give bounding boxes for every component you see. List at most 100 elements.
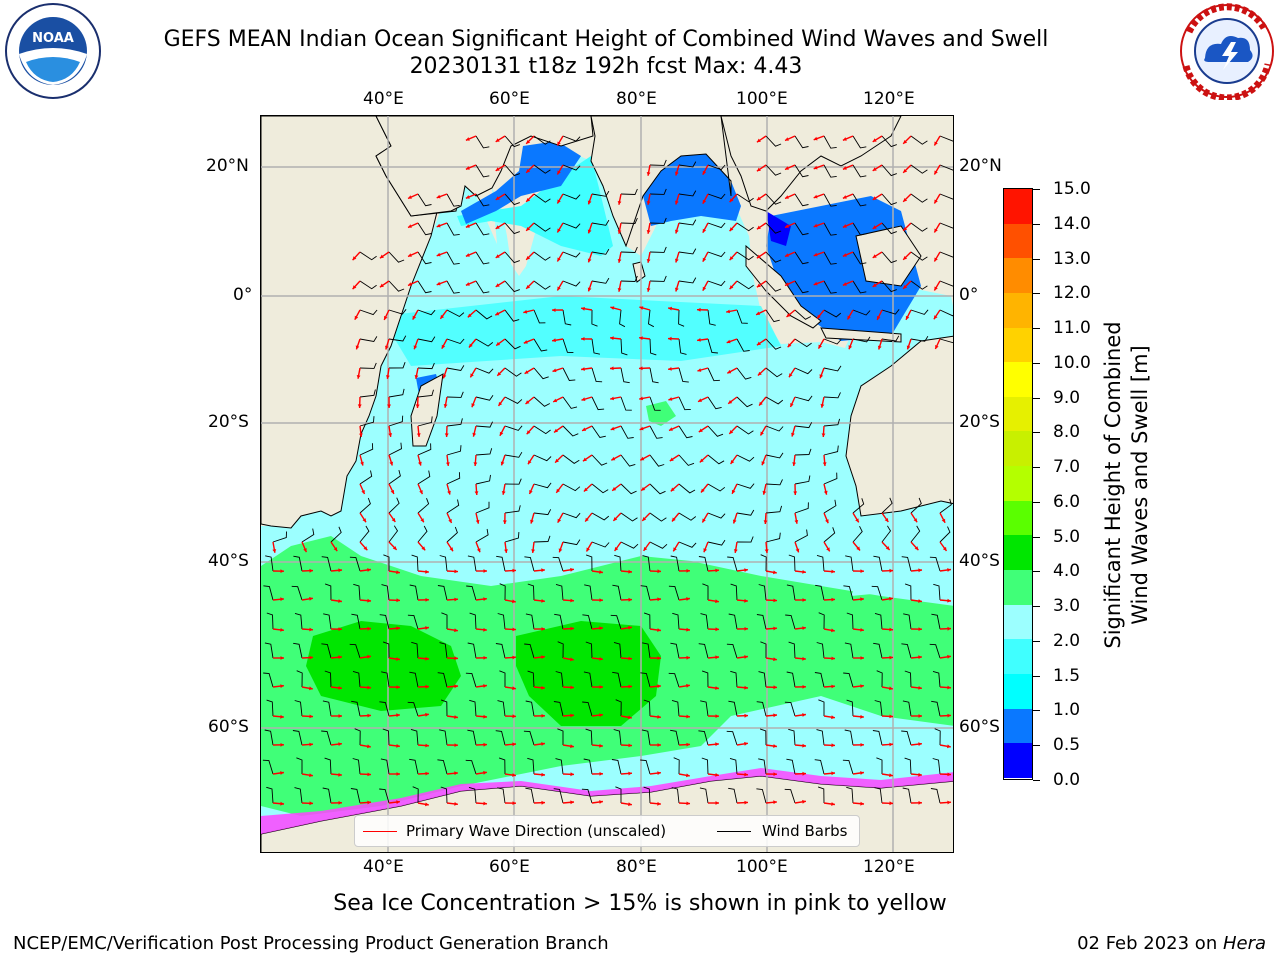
wind-barb	[904, 757, 912, 775]
wave-direction-arrowhead	[495, 225, 500, 229]
wind-barb	[440, 699, 448, 717]
wind-barb	[670, 729, 680, 746]
wave-direction-arrowhead	[541, 772, 545, 777]
wind-barb	[874, 612, 883, 630]
wind-barb	[562, 338, 574, 354]
wave-direction-arrowhead	[947, 772, 951, 777]
wave-direction-arrowhead	[761, 461, 766, 466]
equatorial-cyan	[381, 296, 781, 366]
wave-direction-arrowhead	[425, 626, 429, 630]
wave-direction-arrowhead	[669, 427, 673, 431]
wind-barb	[446, 222, 460, 236]
wind-barb	[495, 730, 506, 746]
wind-barb	[672, 612, 680, 630]
wave-direction-arrowhead	[802, 799, 806, 804]
wave-direction-arrowhead	[496, 341, 501, 346]
wind-barb	[411, 554, 419, 572]
wind-barb	[504, 425, 523, 431]
wave-direction-arrowhead	[947, 654, 951, 659]
colorbar-segment	[1004, 292, 1032, 328]
wind-barb	[437, 672, 448, 688]
wind-barb	[498, 757, 506, 775]
wave-direction-arrowhead	[802, 570, 806, 574]
wave-direction-arrowhead	[442, 374, 447, 379]
wave-direction-arrowhead	[421, 546, 426, 551]
wind-barb	[668, 672, 680, 688]
wave-direction-arrowhead	[889, 801, 893, 806]
wind-barb	[417, 470, 431, 485]
wind-barb	[359, 389, 376, 398]
wave-direction-arrowhead	[504, 549, 508, 553]
wind-barb	[446, 280, 460, 294]
wind-barb	[649, 246, 667, 253]
wind-barb	[910, 525, 921, 543]
wind-barb	[785, 614, 796, 630]
wave-direction-arrowhead	[469, 343, 473, 348]
wind-barb	[417, 336, 436, 343]
wave-direction-arrowhead	[512, 742, 516, 747]
wind-barb	[788, 728, 796, 746]
colorbar-tick	[1033, 571, 1040, 573]
wind-barb	[349, 556, 361, 572]
wave-direction-arrowhead	[610, 366, 614, 371]
wind-barb	[702, 583, 709, 600]
wind-barb	[322, 700, 332, 717]
wind-barb	[591, 309, 598, 327]
wind-barb	[533, 425, 551, 435]
wave-direction-arrowhead	[512, 627, 516, 632]
wind-barb	[873, 642, 883, 659]
wave-direction-arrowhead	[524, 370, 529, 374]
wave-direction-arrowhead	[823, 490, 828, 495]
wind-barb	[678, 367, 689, 383]
wind-barb	[417, 389, 434, 398]
wind-barb	[881, 193, 897, 206]
wave-direction-arrowhead	[918, 627, 922, 631]
wind-barb	[876, 670, 883, 688]
wave-direction-arrowhead	[903, 285, 908, 289]
wind-barb	[765, 367, 783, 378]
wave-direction-arrowhead	[495, 311, 500, 316]
wind-barb	[446, 193, 460, 207]
wave-direction-arrowhead	[640, 456, 645, 461]
colorbar-tick-label: 12.0	[1053, 283, 1091, 304]
wave-direction-arrowhead	[657, 656, 661, 660]
wave-direction-arrowhead	[906, 345, 911, 350]
wave-direction-arrowhead	[557, 199, 561, 204]
wind-barb	[388, 280, 405, 292]
wind-barb	[475, 251, 490, 265]
wave-direction-arrowhead	[947, 626, 951, 631]
wave-direction-arrowhead	[628, 597, 632, 602]
wave-direction-arrowhead	[360, 461, 364, 466]
wave-direction-arrowhead	[440, 314, 445, 319]
wave-direction-arrowhead	[918, 655, 922, 660]
wave-direction-arrowhead	[842, 137, 847, 141]
wave-direction-arrowhead	[732, 519, 737, 524]
wave-direction-arrowhead	[396, 657, 400, 661]
wave-direction-arrowhead	[686, 683, 690, 688]
wave-direction-arrowhead	[408, 224, 412, 228]
wave-direction-arrowhead	[396, 570, 400, 575]
wave-direction-arrowhead	[599, 570, 603, 574]
wind-barb	[379, 788, 390, 804]
wind-barb	[582, 614, 593, 630]
wave-direction-arrowhead	[338, 599, 342, 603]
wave-direction-arrowhead	[408, 282, 412, 286]
wind-barb	[475, 338, 494, 347]
colorbar-segment	[1004, 570, 1032, 605]
lon-label-top-120e: 120°E	[863, 89, 915, 109]
lon-label-top-60e: 60°E	[489, 89, 530, 109]
wave-direction-arrowhead	[465, 195, 470, 199]
wave-direction-arrowhead	[675, 171, 679, 176]
wind-barb	[354, 728, 361, 746]
wave-direction-arrowhead	[309, 801, 313, 806]
wave-direction-arrowhead	[309, 568, 313, 573]
wind-barb	[504, 193, 520, 206]
wave-direction-arrowhead	[280, 684, 284, 688]
wind-barb	[823, 527, 836, 543]
wind-barb	[701, 757, 709, 775]
wave-direction-arrowhead	[728, 400, 733, 404]
wave-direction-arrowhead	[686, 714, 690, 719]
noaa-logo: NOAA	[4, 2, 102, 100]
wind-barb	[765, 532, 781, 543]
wind-barb	[643, 612, 651, 630]
